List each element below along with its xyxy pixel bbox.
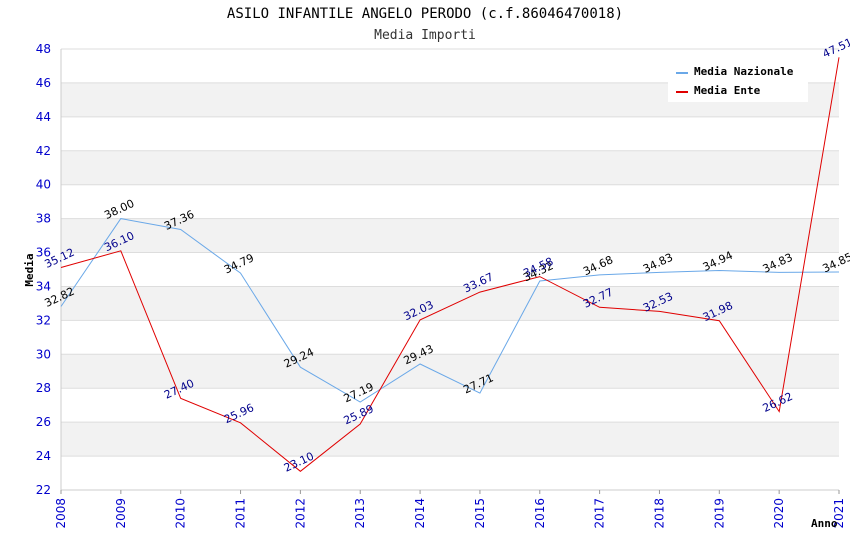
x-tick-label: 2009: [114, 498, 128, 529]
x-tick-label: 2008: [54, 498, 68, 529]
legend: Media Nazionale Media Ente: [668, 60, 808, 102]
axes: [60, 49, 840, 494]
x-tick-label: 2017: [593, 498, 607, 529]
y-tick-label: 36: [36, 246, 51, 260]
y-tick-label: 40: [36, 178, 51, 192]
y-tick-label: 44: [36, 110, 51, 124]
y-tick-label: 42: [36, 144, 51, 158]
x-tick-label: 2012: [293, 498, 307, 529]
series-line-media-ente: [60, 57, 840, 472]
series-line-media-nazionale: [60, 218, 840, 403]
y-tick-label: 30: [36, 347, 51, 361]
y-tick-label: 46: [36, 76, 51, 90]
legend-label-ente: Media Ente: [694, 84, 761, 97]
chart-subtitle: Media Importi: [374, 28, 476, 43]
y-tick-label: 48: [36, 42, 51, 56]
y-tick-label: 24: [36, 449, 51, 463]
grid-band: [61, 286, 839, 321]
data-label-nazionale: 34.79: [222, 251, 256, 276]
x-axis-label: Anno: [811, 517, 838, 530]
grid-band: [61, 422, 839, 457]
x-tick-label: 2018: [652, 498, 666, 529]
x-tick-labels: 2008 2009 2010 2011 2012 2013 2014 2015 2016 2017…: [54, 498, 846, 529]
chart-title: ASILO INFANTILE ANGELO PERODO (c.f.86046…: [227, 6, 623, 22]
y-tick-label: 34: [36, 279, 51, 293]
x-tick-label: 2020: [772, 498, 786, 529]
series-lines: [60, 57, 840, 472]
grid-bands: [61, 82, 839, 457]
y-axis-label: Media: [23, 253, 36, 286]
y-tick-label: 38: [36, 212, 51, 226]
x-tick-label: 2013: [353, 498, 367, 529]
y-tick-labels: 22 24 26 28 30 32 34 36 38 40 42 44 46 48: [36, 42, 51, 497]
legend-box: [668, 60, 808, 102]
y-tick-label: 28: [36, 381, 51, 395]
x-tick-label: 2021: [832, 498, 846, 529]
data-label-ente: 26.62: [761, 390, 795, 415]
legend-label-nazionale: Media Nazionale: [694, 65, 794, 78]
grid-band: [61, 354, 839, 389]
x-tick-label: 2014: [413, 498, 427, 529]
grid-band: [61, 218, 839, 253]
x-tick-label: 2016: [533, 498, 547, 529]
x-tick-label: 2015: [473, 498, 487, 529]
x-tick-label: 2019: [712, 498, 726, 529]
data-label-ente: 47.51: [820, 36, 850, 61]
grid-band: [61, 150, 839, 185]
x-tick-label: 2010: [174, 498, 188, 529]
y-tick-label: 26: [36, 415, 51, 429]
y-tick-label: 32: [36, 313, 51, 327]
x-tick-label: 2011: [234, 498, 248, 529]
y-tick-label: 22: [36, 483, 51, 497]
